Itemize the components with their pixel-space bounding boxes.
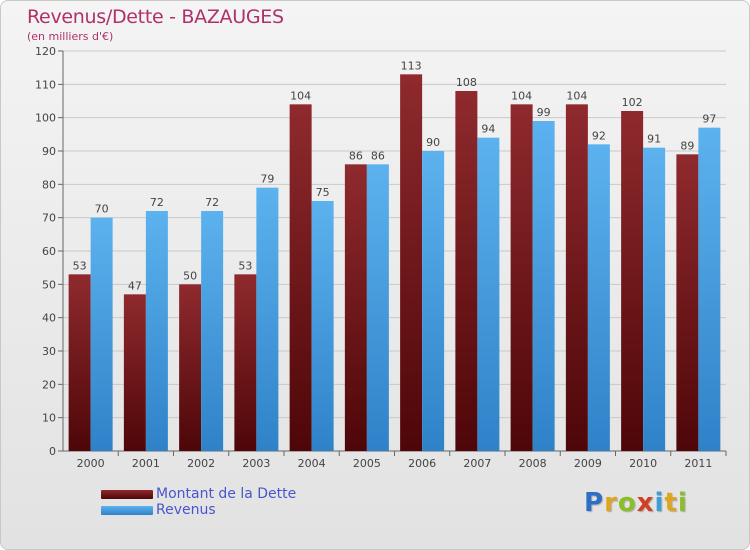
data-label: 70 — [95, 203, 109, 216]
logo-letter: x — [636, 488, 655, 518]
x-tick-label: 2003 — [242, 457, 270, 470]
data-label: 94 — [481, 123, 495, 136]
data-label: 47 — [128, 279, 142, 292]
proxiti-logo: Proxiti — [584, 488, 688, 518]
data-label: 86 — [371, 149, 385, 162]
x-tick-label: 2007 — [463, 457, 491, 470]
y-tick-label: 40 — [42, 312, 56, 325]
bar-revenus — [698, 127, 721, 452]
x-tick-label: 2002 — [187, 457, 215, 470]
bar-dette — [455, 91, 478, 451]
y-tick-label: 70 — [42, 212, 56, 225]
data-label: 79 — [260, 173, 274, 186]
x-tick-label: 2008 — [519, 457, 547, 470]
y-tick-label: 60 — [42, 245, 56, 258]
legend-label-dette: Montant de la Dette — [156, 486, 297, 502]
bar-revenus — [532, 121, 555, 451]
bar-dette — [510, 104, 533, 451]
logo-letter: i — [677, 488, 688, 518]
x-tick-label: 2009 — [574, 457, 602, 470]
y-tick-label: 10 — [42, 412, 56, 425]
bar-revenus — [643, 147, 666, 451]
logo-letter: t — [664, 488, 678, 518]
bar-revenus — [90, 217, 113, 451]
bar-revenus — [256, 187, 279, 451]
data-label: 104 — [566, 89, 587, 102]
legend-swatch-dette — [101, 490, 153, 499]
data-label: 104 — [511, 89, 532, 102]
bar-revenus — [201, 211, 224, 451]
chart-subtitle: (en milliers d'€) — [27, 30, 114, 43]
legend-label-revenus: Revenus — [156, 502, 216, 518]
data-label: 86 — [349, 149, 363, 162]
bar-revenus — [145, 211, 168, 451]
y-tick-label: 100 — [35, 112, 56, 125]
data-label: 91 — [647, 133, 661, 146]
bar-revenus — [366, 164, 389, 452]
legend-swatch-revenus — [101, 506, 153, 515]
x-tick-label: 2001 — [132, 457, 160, 470]
y-tick-label: 20 — [42, 378, 56, 391]
logo-letter: o — [617, 488, 637, 518]
data-label: 53 — [238, 259, 252, 272]
x-tick-label: 2011 — [684, 457, 712, 470]
bar-dette — [289, 104, 312, 451]
data-label: 72 — [150, 196, 164, 209]
x-tick-label: 2006 — [408, 457, 436, 470]
y-tick-label: 0 — [49, 445, 56, 458]
data-label: 53 — [73, 259, 87, 272]
chart-title: Revenus/Dette - BAZAUGES — [27, 6, 284, 28]
bar-dette — [344, 164, 367, 452]
data-label: 97 — [702, 113, 716, 126]
data-label: 102 — [622, 96, 643, 109]
data-label: 72 — [205, 196, 219, 209]
bar-revenus — [422, 151, 445, 451]
data-label: 92 — [592, 129, 606, 142]
bar-revenus — [587, 144, 610, 452]
data-label: 99 — [537, 106, 551, 119]
y-tick-label: 30 — [42, 345, 56, 358]
x-tick-label: 2000 — [77, 457, 105, 470]
y-tick-label: 80 — [42, 178, 56, 191]
grid-lines — [63, 50, 726, 452]
bar-dette — [179, 284, 202, 451]
bar-dette — [676, 154, 699, 452]
y-tick-label: 110 — [35, 78, 56, 91]
y-tick-label: 90 — [42, 145, 56, 158]
x-tick-label: 2005 — [353, 457, 381, 470]
bar-revenus — [477, 137, 500, 451]
data-label: 89 — [680, 139, 694, 152]
x-tick-label: 2004 — [298, 457, 326, 470]
y-tick-label: 50 — [42, 278, 56, 291]
x-tick-label: 2010 — [629, 457, 657, 470]
bar-dette — [123, 294, 146, 451]
data-label: 75 — [316, 186, 330, 199]
bars — [68, 74, 721, 452]
data-label: 104 — [290, 89, 311, 102]
data-label: 90 — [426, 136, 440, 149]
bar-dette — [565, 104, 588, 451]
logo-letter: P — [584, 488, 605, 518]
data-label: 113 — [401, 59, 422, 72]
data-labels: 53 70 47 72 50 72 53 79 104 75 86 86 113 90 108 94 104 99… — [73, 59, 717, 292]
axes: 0 10 20 30 40 50 60 70 80 90 100 110 120 2000 2001 2002… — [35, 45, 727, 470]
logo-letter: i — [654, 488, 665, 518]
bar-dette — [234, 274, 257, 451]
y-tick-label: 120 — [35, 45, 56, 58]
data-label: 50 — [183, 269, 197, 282]
bar-dette — [621, 111, 644, 451]
logo-letter: r — [604, 488, 618, 518]
bar-revenus — [311, 201, 334, 451]
data-label: 108 — [456, 76, 477, 89]
bar-dette — [68, 274, 91, 451]
bar-dette — [400, 74, 423, 451]
